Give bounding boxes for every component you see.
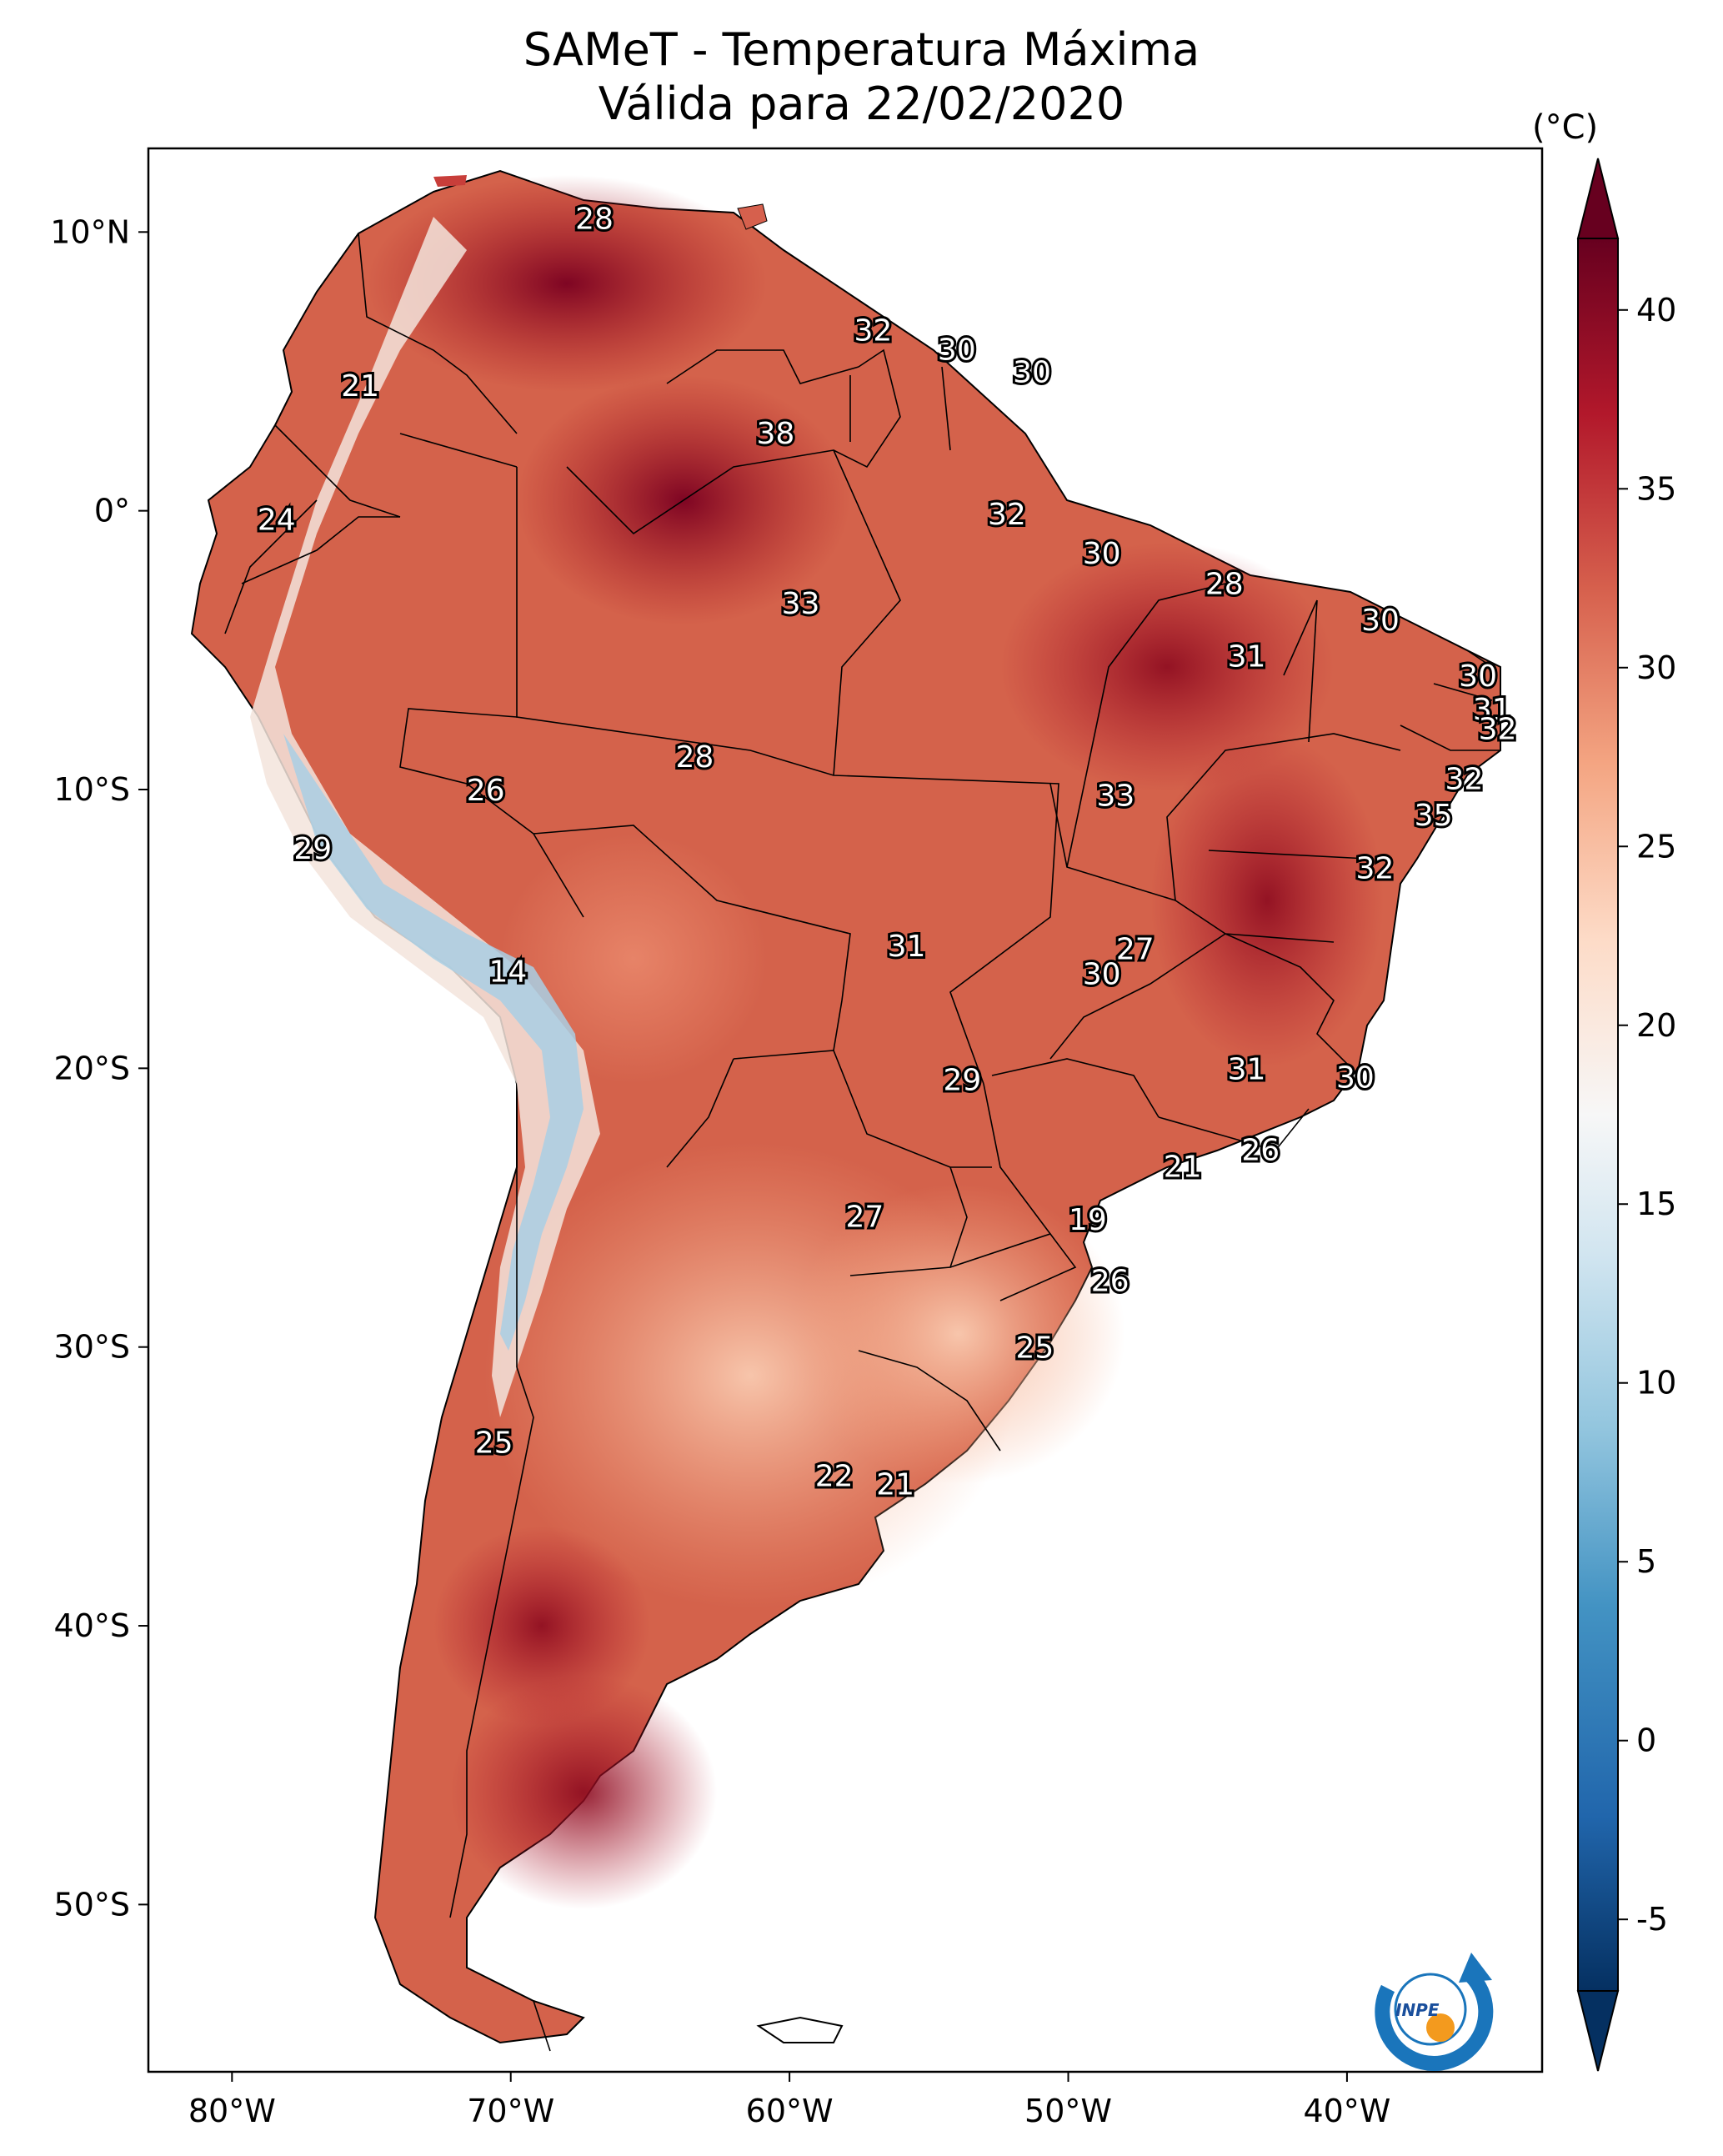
colorbar-unit: (°C) [1532,108,1599,147]
station-value-label: 30 [1013,355,1051,389]
figure-title-line-1: SAMeT - Temperatura Máxima [523,23,1200,76]
colorbar-tick-label: 10 [1636,1365,1676,1401]
lat-tick-label: 40°S [54,1607,130,1644]
temperature-field [190,169,1501,2089]
mild-zone-south-brazil [792,1184,1125,1484]
station-value-label: 14 [488,955,527,989]
station-value-label: 38 [756,417,794,451]
svg-text:INPE: INPE [1395,2000,1440,2020]
station-value-label: 32 [1479,712,1517,746]
lon-tick-label: 70°W [467,2093,554,2129]
lat-tick-label: 50°S [54,1886,130,1923]
colorbar-ticks: 40 35 30 25 20 15 10 5 0 -5 [1618,292,1676,1938]
station-value-label: 19 [1069,1203,1107,1237]
figure-title-line-2: Válida para 22/02/2020 [598,78,1125,130]
lon-tick-label: 50°W [1024,2093,1112,2129]
station-value-label: 26 [467,774,505,808]
colorbar-gradient [1577,238,1619,1992]
hot-zone-east [1150,734,1384,1067]
station-value-label: 31 [1473,693,1511,727]
colorbar-tick-label: 20 [1636,1007,1676,1044]
south-georgia-island [1284,2084,1299,2089]
colorbar-max-extend-arrow [1576,158,1620,239]
station-value-label: 29 [293,832,332,866]
hot-zone-patagonia-north [433,1526,650,1726]
colorbar-tick-label: 40 [1636,292,1676,328]
station-value-label: 21 [1164,1150,1202,1184]
station-value-label: 28 [575,203,614,237]
colorbar-tick-label: 25 [1636,828,1676,865]
colorbar-tick-label: 35 [1636,470,1676,507]
lat-tick-label: 10°N [50,213,130,250]
station-value-label: 31 [888,930,926,964]
lat-tick-label: 0° [94,493,130,529]
lat-tick-label: 20°S [54,1050,130,1086]
station-value-label: 31 [1228,1052,1266,1086]
station-value-label: 21 [341,369,379,404]
colorbar-tick-label: 5 [1636,1543,1656,1580]
lon-tick-label: 60°W [746,2093,834,2129]
station-value-label: 28 [676,740,714,775]
colorbar-tick-label: 0 [1636,1722,1656,1759]
station-value-label: 30 [1336,1060,1375,1095]
colorbar-tick-label: -5 [1636,1901,1668,1938]
map-frame [147,147,1544,2073]
station-value-label: 30 [1361,604,1400,638]
station-value-label: 33 [782,587,820,621]
trinidad-island [737,203,768,230]
hot-zone-northeast [1000,542,1334,792]
colorbar-min-extend-arrow [1576,1990,1620,2072]
station-value-label: 25 [475,1426,513,1460]
station-value-label: 33 [1096,780,1134,814]
station-value-label: 32 [854,313,893,348]
station-value-label: 35 [1415,799,1453,833]
station-value-label: 21 [876,1468,914,1502]
station-value-label: 32 [1445,763,1483,797]
andes-cold-peaks [283,734,584,1351]
station-value-label: 30 [938,333,976,368]
caribbean-island [433,175,467,187]
station-value-label: 27 [1116,933,1155,967]
station-value-label: 32 [988,498,1026,532]
lon-tick-label: 80°W [188,2093,276,2129]
station-value-label: 29 [944,1064,982,1098]
station-value-label: 30 [1083,537,1121,571]
station-value-label: 26 [1241,1133,1280,1167]
station-value-label: 27 [846,1201,884,1235]
station-value-label: 25 [1015,1331,1054,1366]
colorbar-tick-label: 30 [1636,649,1676,686]
station-value-label: 32 [1355,852,1394,886]
colorbar: 40 35 30 25 20 15 10 5 0 -5 [1576,158,1676,2072]
hot-zone-patagonia [450,1676,717,1909]
station-value-label: 30 [1083,958,1121,992]
malvinas-islands [756,2016,844,2043]
lat-tick-label: 30°S [54,1329,130,1366]
axis-ticks: 80°W 70°W 60°W 50°W 40°W 10°N 0° 10°S 20°S 30°S 40… [50,213,1390,2129]
lat-tick-label: 10°S [54,771,130,808]
station-value-label: 24 [258,504,296,538]
station-value-label: 30 [1459,659,1497,694]
station-value-label: 31 [1228,640,1266,674]
hot-zone-north [367,175,767,392]
colorbar-tick-label: 15 [1636,1186,1676,1222]
lon-tick-label: 40°W [1303,2093,1390,2129]
station-value-label: 28 [1205,568,1244,602]
station-value-label: 22 [815,1459,854,1493]
inpe-logo: INPE [1375,1953,1494,2071]
station-value-label: 26 [1091,1264,1129,1298]
political-borders [224,233,1500,2052]
south-america-landmass [190,169,1501,2044]
